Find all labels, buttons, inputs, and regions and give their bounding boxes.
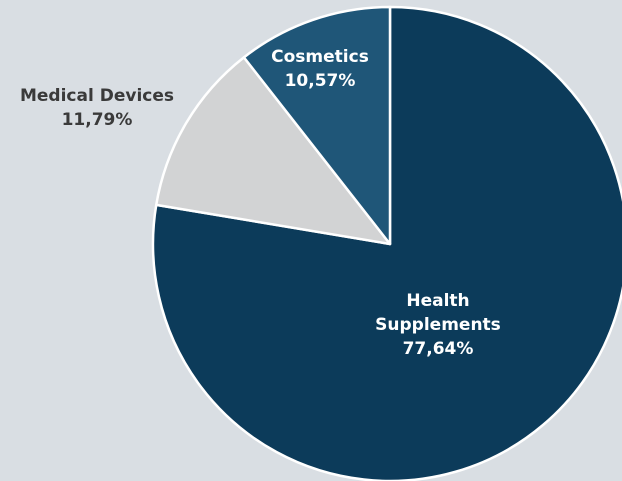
slice-label-line: 10,57%: [285, 71, 356, 91]
pie-slice-medical-devices: [155, 56, 392, 246]
slice-label-line: Health: [406, 291, 469, 311]
slice-label-line: 11,79%: [62, 110, 133, 130]
slice-label-line: Medical Devices: [20, 86, 174, 106]
pie-slices: [151, 5, 622, 481]
slice-label-line: Supplements: [375, 315, 501, 335]
slice-label-line: 77,64%: [403, 339, 474, 359]
pie-labels: Health Supplements 77,64% Medical Devices 11…: [20, 47, 501, 359]
slice-label-line: Cosmetics: [271, 47, 369, 67]
pie-slice-cosmetics: [242, 5, 392, 246]
slice-label-medical-devices: Medical Devices 11,79%: [20, 86, 174, 130]
slice-label-cosmetics: Cosmetics 10,57%: [271, 47, 369, 91]
slice-label-health-supplements: Health Supplements 77,64%: [375, 291, 501, 359]
